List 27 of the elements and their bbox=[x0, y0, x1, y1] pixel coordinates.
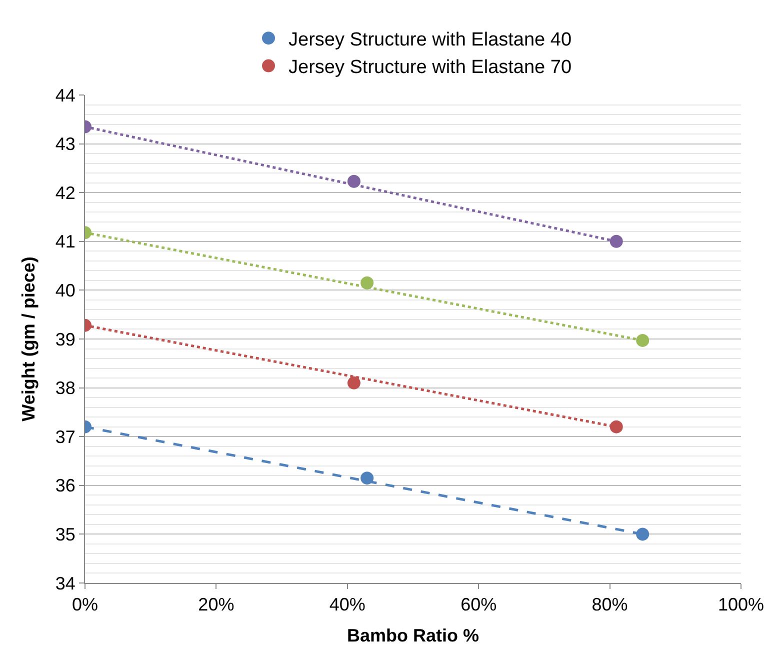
y-tick-label: 41 bbox=[55, 232, 76, 252]
point bbox=[360, 472, 374, 485]
x-tick-label: 40% bbox=[329, 594, 366, 615]
x-tick-label: 60% bbox=[460, 594, 497, 615]
x-tick-label: 0% bbox=[72, 594, 98, 615]
y-tick-label: 37 bbox=[55, 426, 76, 447]
y-tick-label: 35 bbox=[55, 524, 76, 544]
point bbox=[636, 334, 650, 347]
x-tick-label: 20% bbox=[198, 594, 234, 615]
y-tick-label: 34 bbox=[55, 573, 76, 594]
x-axis-title: Bambo Ratio % bbox=[346, 626, 480, 646]
y-tick-label: 43 bbox=[55, 134, 76, 154]
y-tick-label: 44 bbox=[55, 85, 76, 106]
y-tick-label: 38 bbox=[55, 378, 76, 398]
x-tick-label: 80% bbox=[592, 594, 628, 615]
point bbox=[636, 528, 650, 541]
legend-label: Jersey Structure with Elastane 70 bbox=[288, 57, 572, 78]
point bbox=[610, 234, 623, 248]
y-tick-label: 40 bbox=[55, 280, 76, 300]
y-axis-title: Weight (gm / piece) bbox=[18, 256, 39, 422]
legend-label: Jersey Structure with Elastane 40 bbox=[288, 30, 572, 50]
x-tick-label: 100% bbox=[718, 594, 764, 615]
point bbox=[610, 420, 623, 434]
point bbox=[360, 276, 374, 290]
y-tick-label: 42 bbox=[55, 182, 76, 203]
y-tick-label: 36 bbox=[55, 476, 76, 496]
y-tick-label: 39 bbox=[55, 329, 76, 350]
